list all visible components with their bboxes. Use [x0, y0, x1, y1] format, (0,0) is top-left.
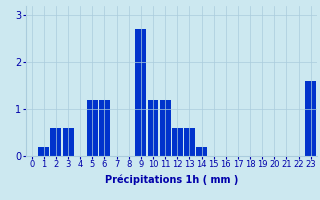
- Bar: [51, 128, 61, 156]
- Bar: [196, 147, 207, 156]
- Bar: [87, 100, 98, 156]
- Bar: [135, 29, 146, 156]
- Bar: [184, 128, 195, 156]
- Bar: [172, 128, 183, 156]
- Bar: [148, 100, 158, 156]
- Bar: [63, 128, 74, 156]
- Bar: [305, 81, 316, 156]
- Bar: [38, 147, 49, 156]
- Bar: [160, 100, 171, 156]
- X-axis label: Précipitations 1h ( mm ): Précipitations 1h ( mm ): [105, 175, 238, 185]
- Bar: [99, 100, 110, 156]
